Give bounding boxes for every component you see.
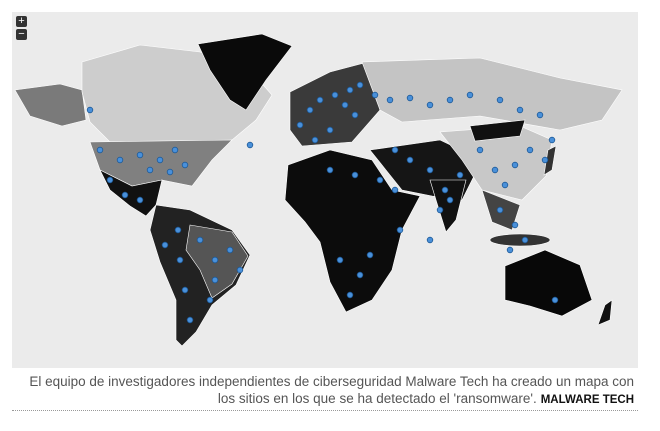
greenland: [197, 33, 293, 111]
infection-site: [456, 171, 464, 179]
infection-site: [426, 101, 434, 109]
infection-site: [536, 111, 544, 119]
infection-site: [371, 91, 379, 99]
infection-site: [466, 91, 474, 99]
japan: [543, 145, 557, 176]
infection-site: [171, 146, 179, 154]
infection-site: [306, 106, 314, 114]
infection-site: [116, 156, 124, 164]
new-zealand: [597, 299, 613, 326]
infection-site: [336, 256, 344, 264]
infection-site: [341, 101, 349, 109]
infection-site: [391, 146, 399, 154]
infection-site: [516, 106, 524, 114]
infection-site: [511, 221, 519, 229]
infection-site: [296, 121, 304, 129]
infection-site: [406, 156, 414, 164]
infection-site: [426, 166, 434, 174]
infection-site: [311, 136, 319, 144]
infection-site: [121, 191, 129, 199]
infection-site: [166, 168, 174, 176]
indonesia: [489, 233, 551, 247]
china: [439, 125, 553, 201]
infection-site: [156, 156, 164, 164]
infection-site: [406, 94, 414, 102]
infection-site: [446, 96, 454, 104]
infection-site: [551, 296, 559, 304]
infection-site: [136, 151, 144, 159]
infection-site: [506, 246, 514, 254]
infection-site: [521, 236, 529, 244]
europe: [289, 61, 381, 147]
infection-site: [441, 186, 449, 194]
infection-site: [351, 171, 359, 179]
infection-site: [176, 256, 184, 264]
alaska: [14, 83, 87, 127]
infection-site: [526, 146, 534, 154]
infection-site: [174, 226, 182, 234]
infection-site: [511, 161, 519, 169]
infection-site: [396, 226, 404, 234]
infection-site: [501, 181, 509, 189]
russia: [361, 57, 623, 131]
infection-site: [161, 241, 169, 249]
infection-site: [181, 286, 189, 294]
infection-site: [496, 206, 504, 214]
infection-site: [376, 176, 384, 184]
infection-site: [548, 136, 556, 144]
infection-site: [181, 161, 189, 169]
infection-site: [356, 81, 364, 89]
africa: [284, 149, 421, 313]
infection-site: [211, 276, 219, 284]
infection-site: [316, 96, 324, 104]
infection-site: [446, 196, 454, 204]
infection-site: [346, 86, 354, 94]
zoom-out[interactable]: −: [16, 29, 27, 40]
caption-text: El equipo de investigadores independient…: [29, 374, 634, 406]
india: [429, 179, 467, 233]
infection-site: [496, 96, 504, 104]
infection-site: [366, 251, 374, 259]
infection-site: [196, 236, 204, 244]
infection-site: [136, 196, 144, 204]
australia: [504, 249, 593, 317]
infection-site: [356, 271, 364, 279]
infection-site: [491, 166, 499, 174]
infection-site: [426, 236, 434, 244]
mongolia: [469, 119, 526, 142]
infection-site: [211, 256, 219, 264]
separator: [12, 410, 638, 411]
infection-site: [236, 266, 244, 274]
infection-site: [106, 176, 114, 184]
infection-site: [206, 296, 214, 304]
infection-site: [541, 156, 549, 164]
caption: El equipo de investigadores independient…: [14, 373, 634, 409]
infection-site: [86, 106, 94, 114]
infection-site: [226, 246, 234, 254]
infection-site: [331, 91, 339, 99]
infection-site: [96, 146, 104, 154]
infection-site: [386, 96, 394, 104]
infection-site: [436, 206, 444, 214]
infection-site: [351, 111, 359, 119]
infection-site: [326, 126, 334, 134]
infection-site: [391, 186, 399, 194]
infection-site: [476, 146, 484, 154]
infection-site: [326, 166, 334, 174]
infection-site: [146, 166, 154, 174]
infection-site: [346, 291, 354, 299]
caption-credit: MALWARE TECH: [540, 394, 634, 406]
world-map: [12, 12, 638, 368]
mexico: [99, 169, 163, 217]
zoom-in[interactable]: +: [16, 16, 27, 27]
infection-site: [186, 316, 194, 324]
infection-site: [246, 141, 254, 149]
